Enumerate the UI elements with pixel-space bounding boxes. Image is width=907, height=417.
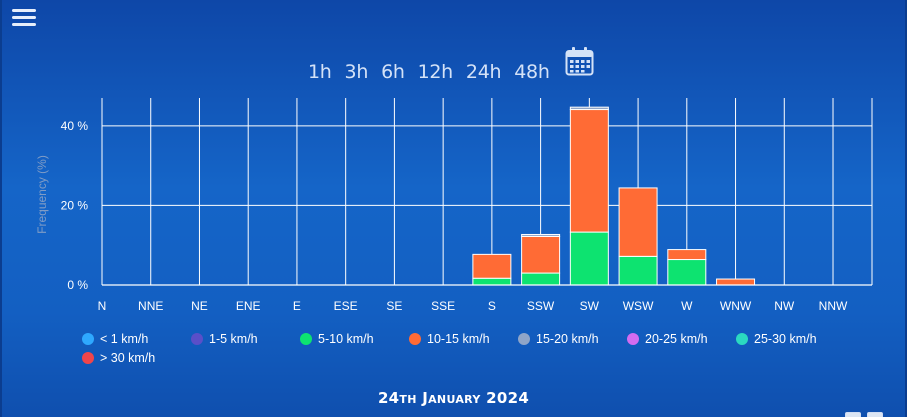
y-tick-label: 0 % <box>67 278 88 292</box>
wind-rose-bar-chart: 0 % 20 % 40 % N NNE NE ENE E ESE SE SSE S SSW SW WSW W W… <box>35 106 848 313</box>
range-24h[interactable]: 24h <box>465 61 502 83</box>
legend-item[interactable]: 1-5 km/h <box>191 332 258 346</box>
bar-segment[interactable] <box>569 106 609 111</box>
bar-segment[interactable] <box>569 109 609 233</box>
x-tick-label: ESE <box>334 299 358 313</box>
legend-item[interactable]: 25-30 km/h <box>736 332 817 346</box>
legend-label: 5-10 km/h <box>318 332 374 346</box>
legend-label: < 1 km/h <box>100 332 149 346</box>
x-tick-label: SSW <box>527 299 555 313</box>
legend-dot-icon <box>518 333 530 345</box>
bar-segment[interactable] <box>618 187 658 257</box>
x-tick-label: NE <box>191 299 208 313</box>
range-48h[interactable]: 48h <box>514 61 550 83</box>
range-6h[interactable]: 6h <box>381 61 405 83</box>
legend-label: 20-25 km/h <box>645 332 708 346</box>
legend-item[interactable]: < 1 km/h <box>82 332 148 346</box>
x-tick-label: SSE <box>431 299 455 313</box>
legend-item[interactable]: 20-25 km/h <box>627 332 708 346</box>
corner-controls <box>839 412 883 417</box>
legend-dot-icon <box>82 352 94 364</box>
x-tick-label: NNE <box>138 299 163 313</box>
bar-segment[interactable] <box>716 278 756 286</box>
legend-item[interactable]: > 30 km/h <box>82 351 155 365</box>
legend-item[interactable]: 15-20 km/h <box>518 332 599 346</box>
range-12h[interactable]: 12h <box>417 61 454 83</box>
x-tick-label: SE <box>386 299 402 313</box>
legend-item[interactable]: 5-10 km/h <box>300 332 374 346</box>
x-tick-label: E <box>293 299 301 313</box>
legend-label: 1-5 km/h <box>209 332 258 346</box>
bar-segment[interactable] <box>569 231 609 286</box>
legend-dot-icon <box>82 333 94 345</box>
x-tick-label: SW <box>580 299 600 313</box>
corner-square-icon[interactable] <box>845 412 861 417</box>
legend-dot-icon <box>736 333 748 345</box>
x-tick-label: WSW <box>623 299 654 313</box>
y-tick-label: 20 % <box>61 198 89 212</box>
legend-label: 25-30 km/h <box>754 332 817 346</box>
date-title: 24th January 2024 <box>377 389 530 407</box>
range-1h[interactable]: 1h <box>308 61 332 83</box>
time-range-selector: 1h 3h 6h 12h 24h 48h <box>308 60 563 84</box>
x-tick-label: W <box>681 299 693 313</box>
y-tick-label: 40 % <box>61 119 89 133</box>
range-3h[interactable]: 3h <box>344 61 369 83</box>
legend-dot-icon <box>409 333 421 345</box>
legend-dot-icon <box>191 333 203 345</box>
x-tick-label: NW <box>774 299 795 313</box>
bar-segment[interactable] <box>472 253 512 279</box>
legend-label: 10-15 km/h <box>427 332 490 346</box>
bar-segment[interactable] <box>521 272 561 286</box>
bar-segment[interactable] <box>472 277 512 286</box>
bar-segment[interactable] <box>667 259 707 286</box>
legend-label: > 30 km/h <box>100 351 156 365</box>
x-tick-label: NNW <box>819 299 848 313</box>
legend-dot-icon <box>627 333 639 345</box>
calendar-icon[interactable] <box>565 46 594 76</box>
legend-dot-icon <box>300 333 312 345</box>
bar-segment[interactable] <box>521 235 561 274</box>
x-tick-label: S <box>488 299 496 313</box>
bar-segment[interactable] <box>521 233 561 237</box>
legend-label: 15-20 km/h <box>536 332 599 346</box>
hamburger-menu-icon[interactable] <box>12 9 36 27</box>
bar-segment[interactable] <box>667 249 707 261</box>
legend-item[interactable]: 10-15 km/h <box>409 332 490 346</box>
x-tick-label: N <box>98 299 107 313</box>
bar-segment[interactable] <box>618 255 658 286</box>
corner-square-icon[interactable] <box>867 412 883 417</box>
x-tick-label: ENE <box>236 299 261 313</box>
x-tick-label: WNW <box>720 299 752 313</box>
y-axis-label: Frequency (%) <box>35 155 49 234</box>
